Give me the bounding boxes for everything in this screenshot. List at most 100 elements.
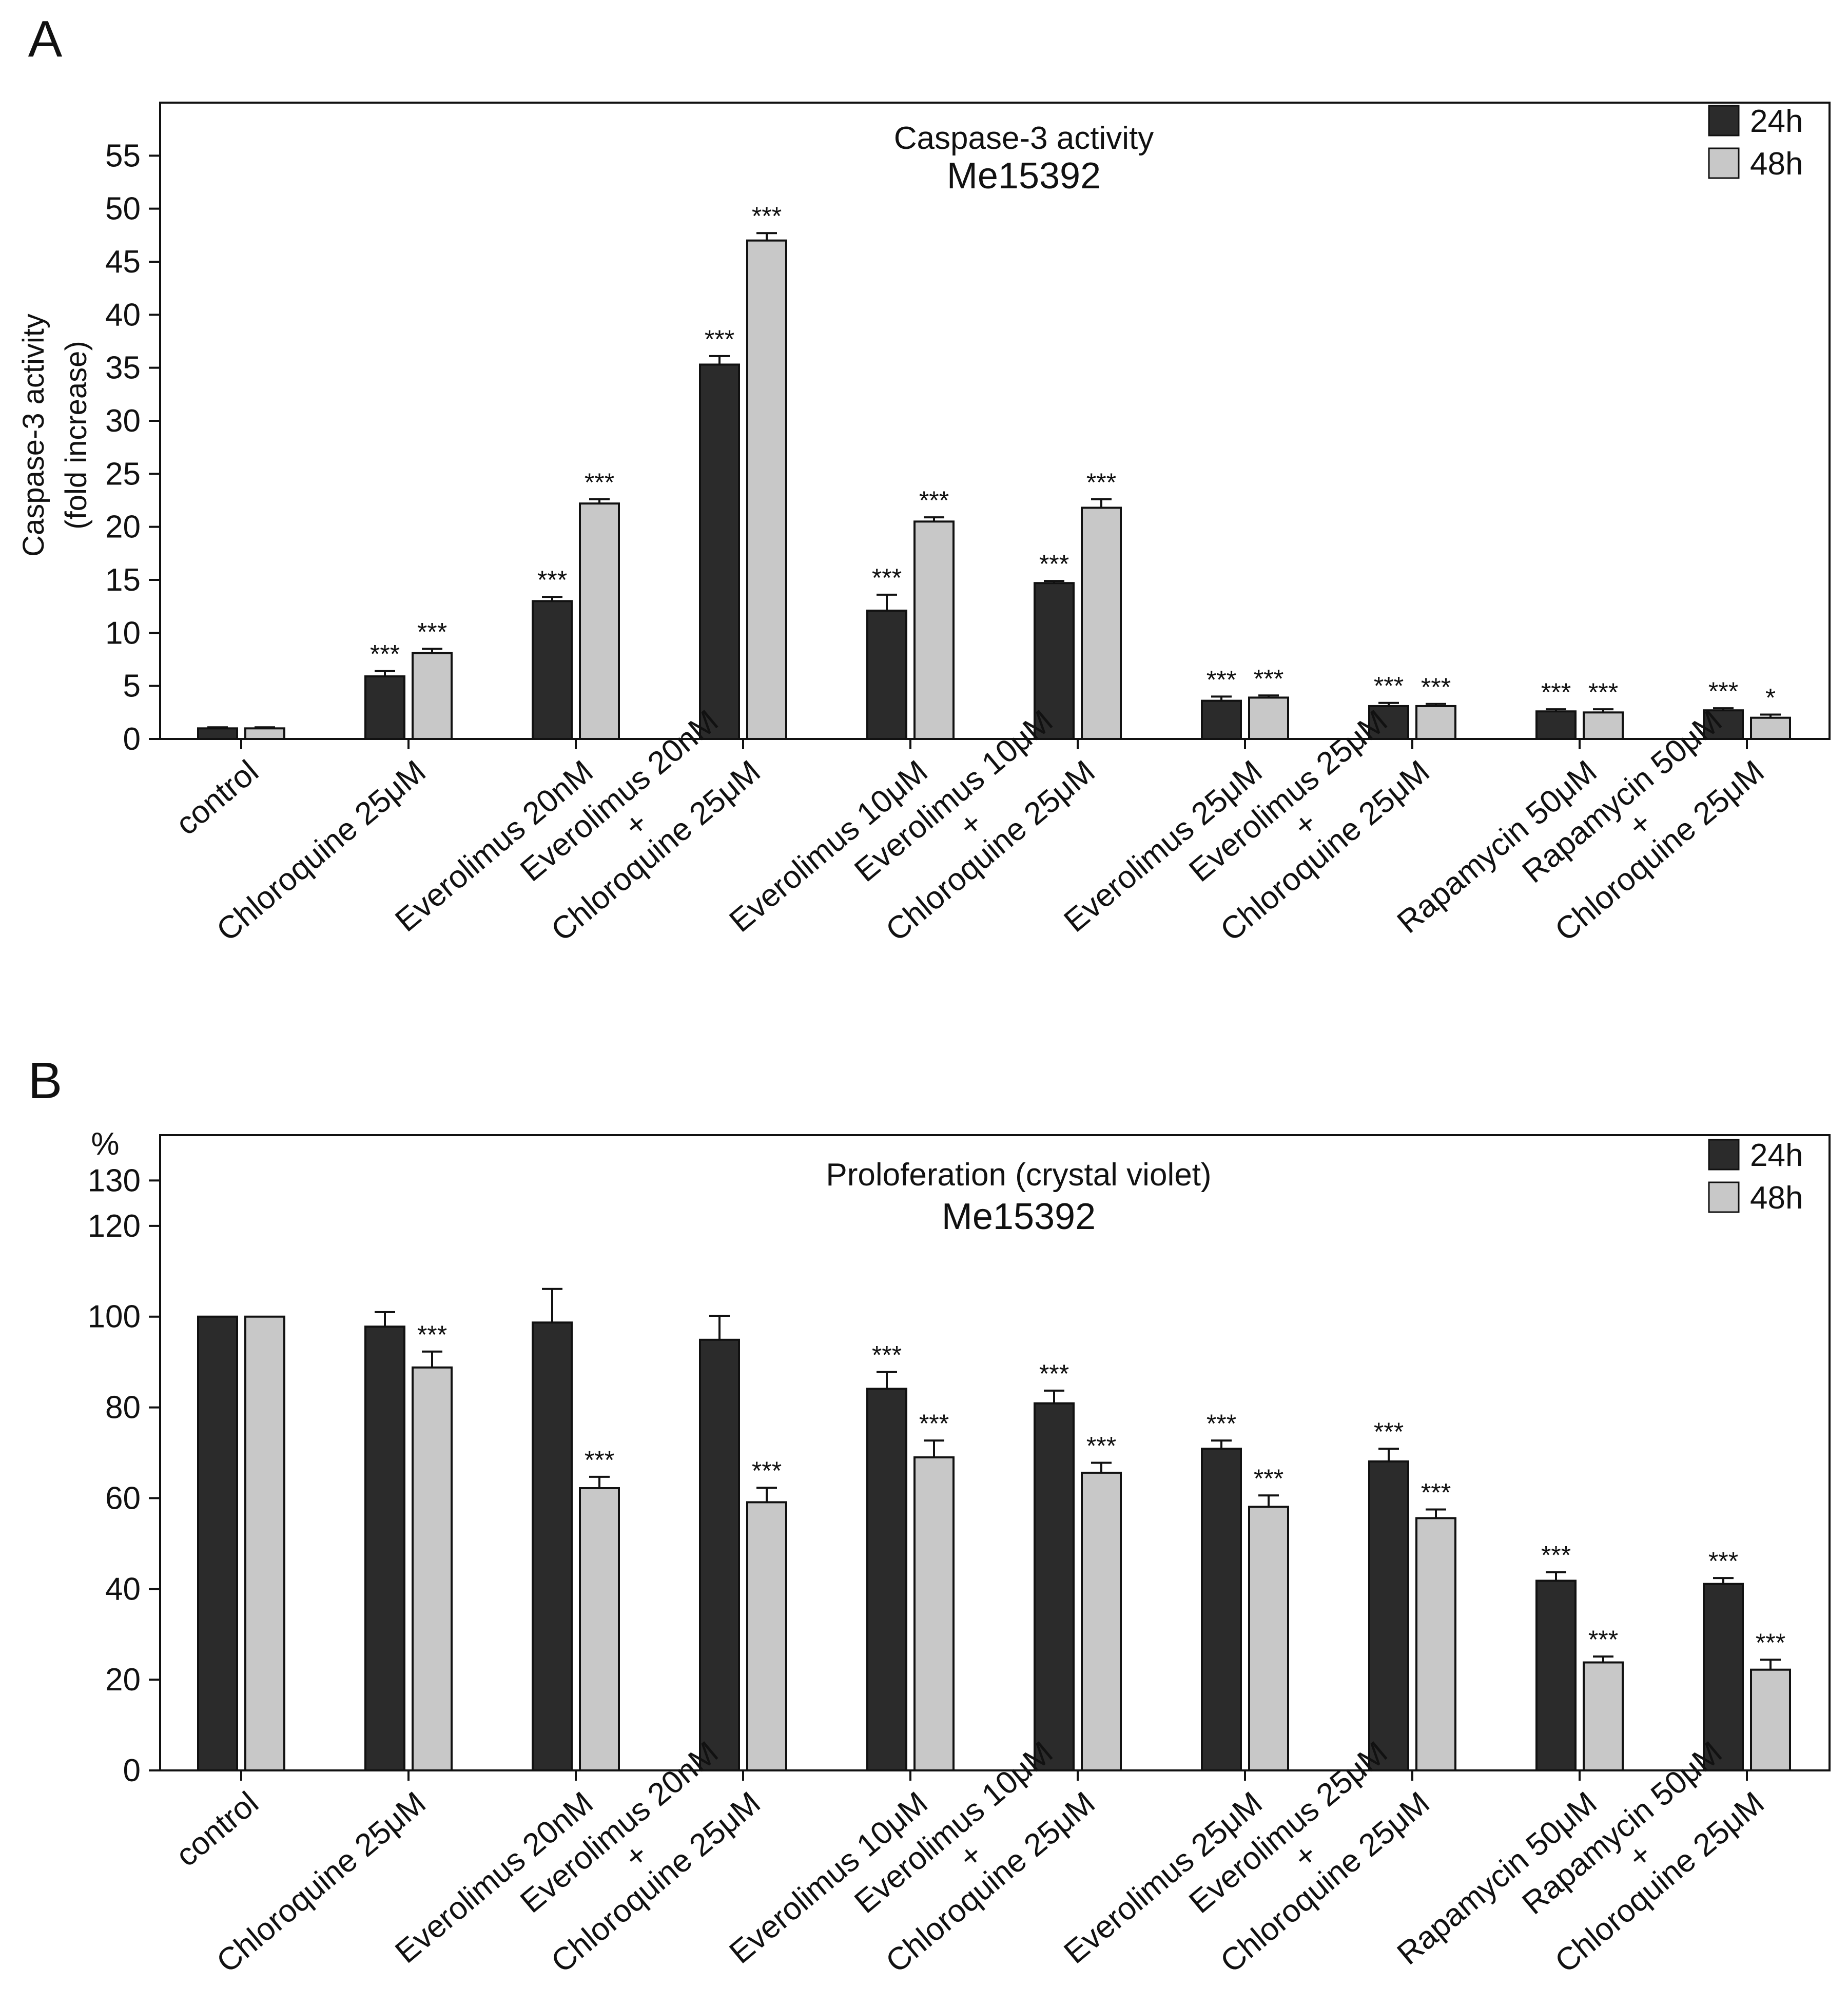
significance-label: *** bbox=[1254, 1464, 1283, 1493]
y-tick-label: 0 bbox=[123, 1753, 141, 1788]
bar-24h bbox=[1535, 1580, 1577, 1772]
panel-letter: A bbox=[28, 10, 63, 68]
significance-label: *** bbox=[585, 468, 614, 497]
significance-label: *** bbox=[417, 1320, 447, 1349]
bar-48h bbox=[1583, 1661, 1624, 1772]
bar-24h bbox=[1201, 1448, 1242, 1772]
category-label-line: control bbox=[169, 754, 265, 842]
significance-label: *** bbox=[537, 566, 567, 594]
bar-48h bbox=[579, 1487, 620, 1772]
bar-48h bbox=[579, 502, 620, 740]
significance-label: *** bbox=[752, 1456, 782, 1485]
category-label-line: control bbox=[169, 1785, 265, 1874]
y-tick-label: 0 bbox=[123, 722, 141, 757]
significance-label: *** bbox=[1421, 673, 1451, 702]
y-tick-label: 35 bbox=[105, 350, 141, 386]
significance-label: *** bbox=[1254, 664, 1283, 693]
significance-label: *** bbox=[585, 1446, 614, 1474]
bar-24h bbox=[1703, 709, 1744, 740]
bar-48h bbox=[1750, 716, 1791, 740]
bar-48h bbox=[1415, 705, 1456, 741]
bar-24h bbox=[532, 1321, 573, 1771]
bar-24h bbox=[197, 727, 238, 741]
legend-label-48h: 48h bbox=[1750, 1180, 1803, 1216]
y-tick-label: 45 bbox=[105, 244, 141, 280]
significance-label: *** bbox=[1207, 1409, 1236, 1438]
bar-48h bbox=[244, 1315, 285, 1772]
bar-48h bbox=[1750, 1668, 1791, 1771]
bar-48h bbox=[746, 1501, 787, 1772]
bar-48h bbox=[913, 1456, 955, 1771]
plot-frame bbox=[159, 102, 1831, 740]
significance-label: *** bbox=[1207, 665, 1236, 694]
bar-24h bbox=[1535, 710, 1577, 741]
bar-48h bbox=[913, 520, 955, 740]
significance-label: *** bbox=[1756, 1628, 1785, 1657]
significance-label: *** bbox=[872, 1341, 902, 1370]
legend-swatch-24h bbox=[1708, 105, 1740, 137]
legend-swatch-24h bbox=[1708, 1139, 1740, 1171]
legend-label-24h: 24h bbox=[1750, 1138, 1803, 1173]
significance-label: *** bbox=[1708, 677, 1738, 706]
legend-label-24h: 24h bbox=[1750, 104, 1803, 139]
y-tick-label: 55 bbox=[105, 138, 141, 173]
significance-label: *** bbox=[1086, 468, 1116, 497]
significance-label: *** bbox=[919, 486, 949, 515]
y-axis-label: (fold increase) bbox=[60, 341, 93, 529]
bar-48h bbox=[412, 1366, 453, 1772]
bar-24h bbox=[1368, 1460, 1409, 1772]
bar-48h bbox=[1415, 1517, 1456, 1772]
y-axis-label: Caspase-3 activity bbox=[17, 314, 50, 557]
significance-label: *** bbox=[872, 563, 902, 592]
bar-24h bbox=[699, 1338, 740, 1771]
significance-label: *** bbox=[752, 202, 782, 230]
bar-48h bbox=[412, 652, 453, 740]
y-tick-label: 50 bbox=[105, 191, 141, 227]
significance-label: *** bbox=[1588, 1625, 1618, 1654]
significance-label: *** bbox=[1708, 1547, 1738, 1575]
panel-b: B 0 20 40 60 80 100 120 130% Proloferation (cryst… bbox=[28, 1052, 1831, 1980]
y-tick-label: 5 bbox=[123, 669, 141, 704]
significance-label: *** bbox=[1374, 672, 1404, 700]
legend-label-48h: 48h bbox=[1750, 146, 1803, 182]
bar-24h bbox=[1034, 1402, 1075, 1771]
bar-24h bbox=[532, 600, 573, 741]
bar-48h bbox=[1583, 711, 1624, 741]
significance-label: *** bbox=[1541, 678, 1571, 707]
significance-label: *** bbox=[705, 325, 734, 354]
significance-label: *** bbox=[1541, 1541, 1571, 1570]
y-axis-unit: % bbox=[91, 1126, 119, 1162]
chart-subtitle: Me15392 bbox=[947, 155, 1101, 197]
y-tick-label: 120 bbox=[88, 1209, 141, 1244]
bar-24h bbox=[197, 1315, 238, 1772]
legend-swatch-48h bbox=[1708, 1181, 1740, 1213]
chart-title: Proloferation (crystal violet) bbox=[826, 1157, 1211, 1193]
y-tick-label: 20 bbox=[105, 1662, 141, 1698]
y-tick-label: 10 bbox=[105, 615, 141, 651]
bar-48h bbox=[1248, 1506, 1289, 1771]
y-tick-label: 100 bbox=[88, 1299, 141, 1335]
y-tick-label: 30 bbox=[105, 403, 141, 439]
bar-48h bbox=[244, 727, 285, 741]
y-tick-label: 40 bbox=[105, 1571, 141, 1607]
significance-label: *** bbox=[1086, 1431, 1116, 1460]
bar-48h bbox=[1081, 1471, 1122, 1772]
chart-title: Caspase-3 activity bbox=[894, 121, 1154, 156]
significance-label: *** bbox=[1039, 550, 1069, 578]
significance-label: * bbox=[1765, 683, 1775, 712]
chart-subtitle: Me15392 bbox=[942, 1196, 1096, 1237]
y-tick-label: 15 bbox=[105, 562, 141, 598]
bar-24h bbox=[1201, 699, 1242, 740]
significance-label: *** bbox=[370, 640, 400, 669]
bar-24h bbox=[866, 1388, 907, 1771]
significance-label: *** bbox=[417, 617, 447, 646]
panel-letter: B bbox=[28, 1052, 63, 1109]
y-tick-label: 130 bbox=[88, 1163, 141, 1198]
bar-24h bbox=[1368, 705, 1409, 741]
y-tick-label: 40 bbox=[105, 297, 141, 333]
bar-24h bbox=[364, 1326, 405, 1771]
bar-48h bbox=[1248, 696, 1289, 741]
bar-48h bbox=[746, 239, 787, 740]
significance-label: *** bbox=[1588, 678, 1618, 707]
y-tick-label: 25 bbox=[105, 456, 141, 492]
